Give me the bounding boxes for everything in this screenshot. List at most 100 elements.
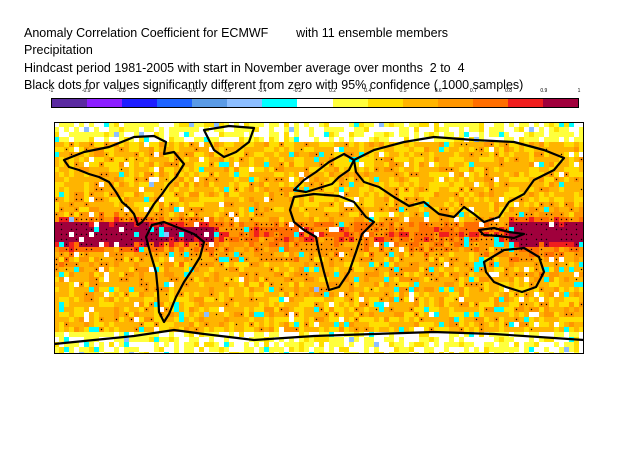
map-cell [144, 297, 149, 302]
significance-dot [165, 178, 168, 181]
map-cell [159, 257, 164, 262]
map-cell [184, 232, 189, 237]
map-cell [479, 212, 484, 217]
map-cell [134, 227, 139, 232]
map-cell [254, 127, 259, 132]
map-cell [434, 217, 439, 222]
significance-dot [155, 213, 158, 216]
map-cell [504, 282, 509, 287]
map-cell [464, 197, 469, 202]
map-cell [384, 267, 389, 272]
map-cell [59, 142, 64, 147]
map-cell [389, 277, 394, 282]
map-cell [74, 212, 79, 217]
map-cell [429, 292, 434, 297]
map-cell [529, 317, 534, 322]
map-cell [269, 172, 274, 177]
map-cell [309, 267, 314, 272]
map-cell [474, 222, 479, 227]
map-cell [79, 187, 84, 192]
map-cell [554, 272, 559, 277]
map-cell [214, 317, 219, 322]
map-cell [474, 247, 479, 252]
significance-dot [280, 193, 283, 196]
map-cell [574, 327, 579, 332]
map-cell [349, 242, 354, 247]
significance-dot [95, 198, 98, 201]
map-cell [459, 272, 464, 277]
map-cell [519, 287, 524, 292]
map-cell [434, 207, 439, 212]
significance-dot [380, 223, 383, 226]
map-cell [279, 172, 284, 177]
map-cell [164, 217, 169, 222]
significance-dot [375, 233, 378, 236]
map-cell [319, 217, 324, 222]
map-cell [414, 142, 419, 147]
colorbar-tick-label: 1 [577, 88, 581, 94]
map-cell [444, 322, 449, 327]
map-cell [479, 187, 484, 192]
map-cell [159, 142, 164, 147]
significance-dot [205, 223, 208, 226]
map-cell [489, 182, 494, 187]
map-cell [574, 257, 579, 262]
map-cell [224, 162, 229, 167]
map-cell [574, 182, 579, 187]
map-cell [344, 182, 349, 187]
map-cell [529, 272, 534, 277]
map-cell [309, 212, 314, 217]
map-cell [54, 322, 59, 327]
map-cell [364, 157, 369, 162]
map-cell [74, 142, 79, 147]
map-cell [379, 167, 384, 172]
map-cell [444, 177, 449, 182]
map-cell [534, 307, 539, 312]
map-cell [384, 132, 389, 137]
map-cell [174, 132, 179, 137]
map-cell [564, 267, 569, 272]
map-cell [134, 262, 139, 267]
map-cell [244, 182, 249, 187]
map-cell [514, 312, 519, 317]
map-cell [459, 162, 464, 167]
map-cell [69, 262, 74, 267]
map-cell [354, 132, 359, 137]
map-cell [454, 197, 459, 202]
map-cell [419, 122, 424, 127]
map-cell [254, 157, 259, 162]
map-cell [319, 277, 324, 282]
map-cell [349, 122, 354, 127]
map-cell [544, 292, 549, 297]
map-cell [339, 267, 344, 272]
map-cell [234, 237, 239, 242]
map-cell [189, 227, 194, 232]
map-cell [159, 147, 164, 152]
map-cell [404, 282, 409, 287]
map-cell [274, 142, 279, 147]
significance-dot [70, 228, 73, 231]
map-cell [534, 297, 539, 302]
map-cell [559, 177, 564, 182]
map-cell [559, 307, 564, 312]
map-cell [554, 157, 559, 162]
map-cell [394, 262, 399, 267]
map-cell [99, 347, 104, 352]
map-cell [559, 272, 564, 277]
map-cell [334, 232, 339, 237]
significance-dot [75, 193, 78, 196]
map-cell [484, 152, 489, 157]
map-cell [344, 302, 349, 307]
map-cell [534, 172, 539, 177]
map-cell [239, 182, 244, 187]
map-cell [154, 202, 159, 207]
map-cell [449, 212, 454, 217]
map-cell [289, 142, 294, 147]
map-cell [204, 272, 209, 277]
map-cell [224, 342, 229, 347]
map-cell [159, 282, 164, 287]
map-cell [124, 127, 129, 132]
map-cell [379, 122, 384, 127]
map-cell [444, 232, 449, 237]
map-cell [134, 202, 139, 207]
